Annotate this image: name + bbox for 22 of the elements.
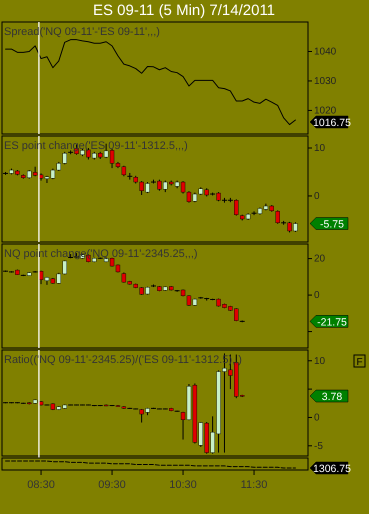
text: -21.75 [317, 316, 348, 328]
text: F [356, 357, 363, 368]
y-tick-label: 10 [314, 356, 326, 367]
text: 1016.75 [313, 117, 352, 129]
x-tick-label: 10:30 [169, 479, 197, 491]
y-tick-label: 0 [314, 412, 320, 424]
text: 3.78 [322, 391, 342, 404]
x-tick-label: 09:30 [98, 479, 126, 491]
y-tick-label: 1030 [314, 76, 337, 87]
line-series [5, 39, 296, 126]
x-tick-label: 08:30 [27, 479, 55, 491]
y-tick-label: 1020 [314, 105, 337, 116]
y-tick-label: -5 [314, 440, 324, 452]
y-tick-label: 0 [314, 190, 320, 202]
y-tick-label: 10 [314, 142, 326, 154]
text: 1306.75 [313, 463, 352, 475]
x-tick-label: 11:30 [240, 479, 268, 491]
text: -5.75 [320, 218, 344, 231]
y-tick-label: 0 [314, 290, 320, 302]
y-tick-label: 1040 [314, 46, 337, 58]
y-tick-label: 20 [314, 254, 326, 265]
chart-title: ES 09-11 (5 Min) 7/14/2011 [92, 2, 276, 19]
